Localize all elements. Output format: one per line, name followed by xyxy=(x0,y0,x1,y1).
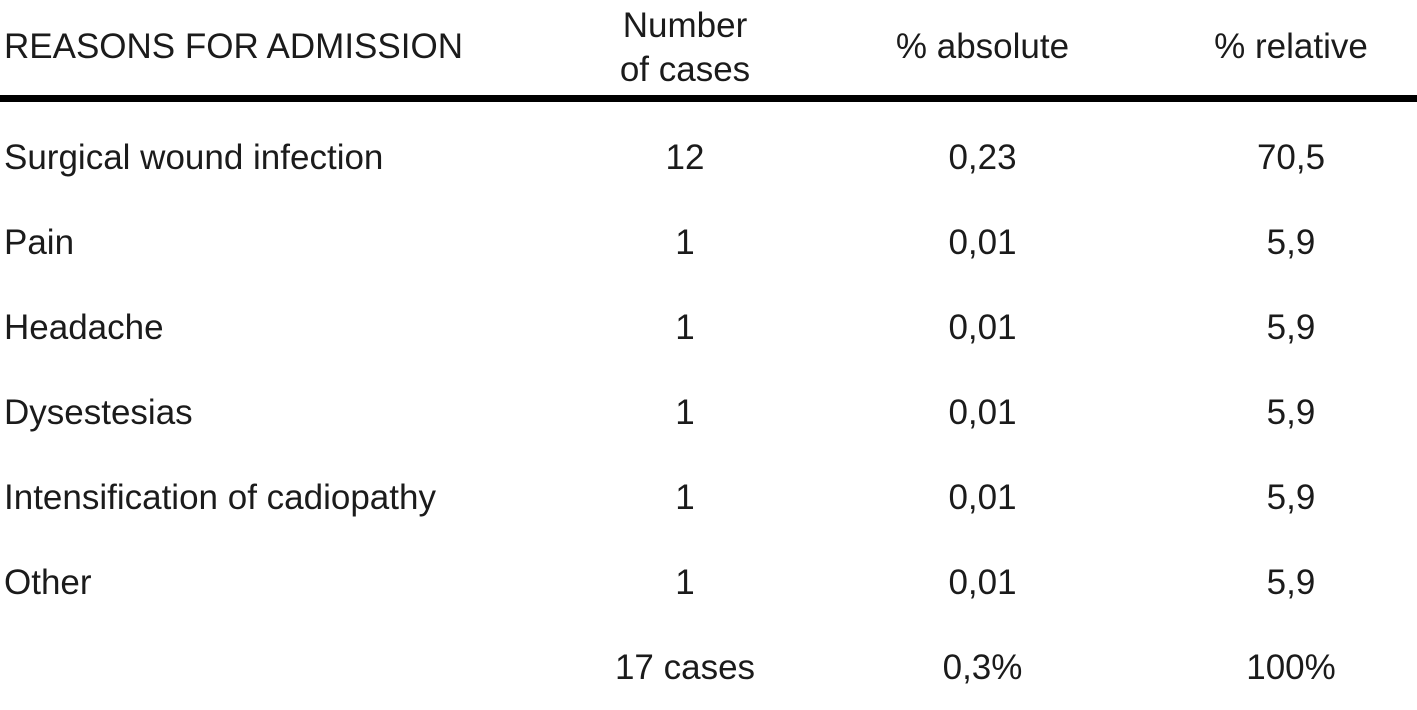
absolute-cell: 0,01 xyxy=(948,308,1017,348)
relative-cell: 5,9 xyxy=(1266,223,1316,263)
reason-cell: Dysestesias xyxy=(4,393,193,433)
table-header-row: REASONS FOR ADMISSION Number of cases % … xyxy=(0,0,1417,95)
reason-cell: Pain xyxy=(4,223,75,263)
table-row: Headache 1 0,01 5,9 xyxy=(0,286,1417,371)
relative-cell: 5,9 xyxy=(1266,308,1316,348)
relative-cell: 70,5 xyxy=(1256,138,1326,178)
column-header-number-of-cases: Number of cases xyxy=(570,4,800,92)
column-header-reasons: REASONS FOR ADMISSION xyxy=(4,27,463,67)
table-row: Other 1 0,01 5,9 xyxy=(0,541,1417,626)
total-cases-cell: 17 cases xyxy=(614,647,756,687)
column-header-number-of-cases-line1: Number xyxy=(622,5,748,45)
absolute-cell: 0,23 xyxy=(948,138,1017,178)
total-absolute-cell: 0,3% xyxy=(942,647,1023,687)
absolute-cell: 0,01 xyxy=(948,478,1017,518)
reason-cell: Other xyxy=(4,563,92,603)
reason-cell: Headache xyxy=(4,308,164,348)
column-header-number-of-cases-line2: of cases xyxy=(619,49,751,89)
relative-cell: 5,9 xyxy=(1266,563,1316,603)
column-header-percent-absolute: % absolute xyxy=(895,27,1070,67)
table-row: Dysestesias 1 0,01 5,9 xyxy=(0,371,1417,456)
header-divider-rule xyxy=(0,95,1417,102)
relative-cell: 5,9 xyxy=(1266,393,1316,433)
total-relative-cell: 100% xyxy=(1246,647,1336,687)
relative-cell: 5,9 xyxy=(1266,478,1316,518)
cases-cell: 1 xyxy=(675,478,695,518)
table-row: Intensification of cadiopathy 1 0,01 5,9 xyxy=(0,456,1417,541)
absolute-cell: 0,01 xyxy=(948,563,1017,603)
table-total-row: 17 cases 0,3% 100% xyxy=(0,626,1417,710)
reason-cell: Surgical wound infection xyxy=(4,138,384,178)
absolute-cell: 0,01 xyxy=(948,223,1017,263)
table-row: Surgical wound infection 12 0,23 70,5 xyxy=(0,116,1417,201)
cases-cell: 1 xyxy=(675,223,695,263)
cases-cell: 1 xyxy=(675,393,695,433)
table-row: Pain 1 0,01 5,9 xyxy=(0,201,1417,286)
cases-cell: 1 xyxy=(675,308,695,348)
reason-cell: Intensification of cadiopathy xyxy=(4,478,436,518)
cases-cell: 1 xyxy=(675,563,695,603)
column-header-percent-relative: % relative xyxy=(1214,27,1368,67)
cases-cell: 12 xyxy=(665,138,705,178)
table-body: Surgical wound infection 12 0,23 70,5 Pain 1 0… xyxy=(0,116,1417,626)
absolute-cell: 0,01 xyxy=(948,393,1017,433)
